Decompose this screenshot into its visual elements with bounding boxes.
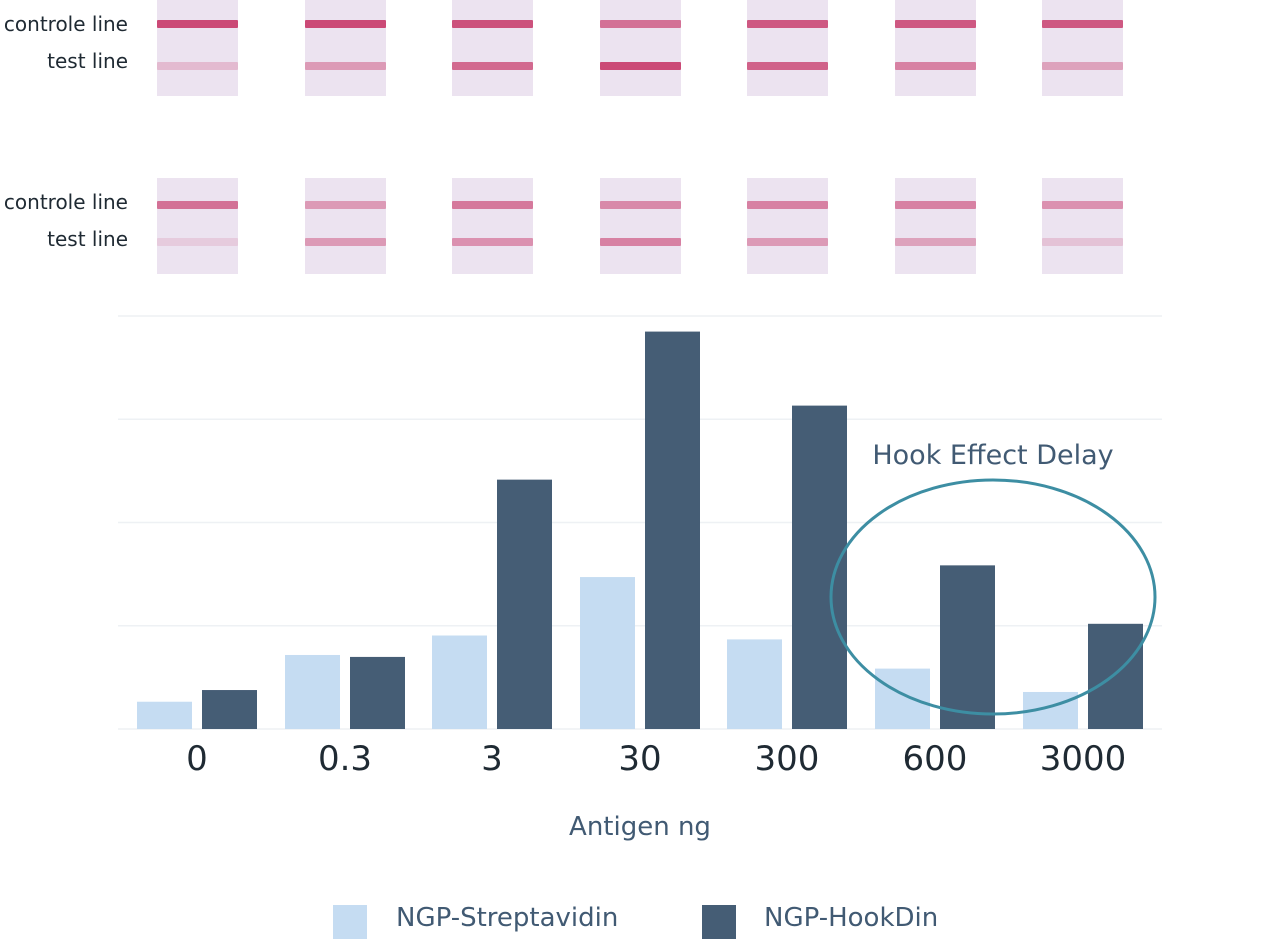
bar-hookdin [645, 331, 700, 729]
bar-hookdin [497, 479, 552, 729]
control-line-label: controle line [3, 190, 128, 214]
x-tick-label: 0 [186, 739, 208, 779]
x-axis-label: Antigen ng [569, 812, 711, 842]
test-line-label: test line [47, 227, 128, 251]
x-tick-label: 3000 [1040, 739, 1127, 779]
bar-hookdin [1088, 623, 1143, 729]
control-line-band [452, 201, 533, 209]
control-line-band [157, 201, 238, 209]
control-line-band [157, 20, 238, 28]
test-line-band [305, 238, 386, 246]
control-line-band [1042, 201, 1123, 209]
test-line-band [1042, 238, 1123, 246]
test-line-band [157, 62, 238, 70]
test-strip [452, 178, 533, 274]
x-tick-label: 30 [618, 739, 661, 779]
bar-streptavidin [875, 668, 930, 729]
test-line-band [895, 238, 976, 246]
x-tick-label: 300 [755, 739, 820, 779]
test-strip [895, 0, 976, 96]
control-line-band [747, 20, 828, 28]
control-line-band [747, 201, 828, 209]
control-line-band [452, 20, 533, 28]
legend-label-streptavidin: NGP-Streptavidin [396, 903, 619, 933]
control-line-band [895, 201, 976, 209]
x-tick-label: 600 [903, 739, 968, 779]
test-line-band [895, 62, 976, 70]
control-line-band [895, 20, 976, 28]
annotation-text: Hook Effect Delay [872, 440, 1113, 471]
test-line-band [747, 238, 828, 246]
bar-hookdin [202, 690, 257, 729]
x-tick-label: 0.3 [318, 739, 372, 779]
test-strip [895, 178, 976, 274]
test-strip [747, 178, 828, 274]
bar-streptavidin [432, 635, 487, 729]
control-line-band [305, 201, 386, 209]
bar-hookdin [350, 656, 405, 729]
control-line-band [600, 20, 681, 28]
test-strip [305, 0, 386, 96]
test-line-band [452, 62, 533, 70]
test-strip [1042, 178, 1123, 274]
test-strip [452, 0, 533, 96]
test-line-band [1042, 62, 1123, 70]
control-line-band [600, 201, 681, 209]
control-line-band [1042, 20, 1123, 28]
bar-streptavidin [727, 639, 782, 729]
test-line-band [600, 62, 681, 70]
bar-streptavidin [285, 654, 340, 729]
test-strip [157, 0, 238, 96]
test-strip [600, 178, 681, 274]
test-strip [305, 178, 386, 274]
bar-hookdin [792, 405, 847, 729]
hook-effect-ellipse [829, 478, 1157, 716]
test-line-label: test line [47, 49, 128, 73]
bar-streptavidin [580, 577, 635, 729]
test-strip [1042, 0, 1123, 96]
test-line-band [747, 62, 828, 70]
control-line-label: controle line [3, 12, 128, 36]
legend-label-hookdin: NGP-HookDin [764, 903, 939, 933]
test-strip [157, 178, 238, 274]
control-line-band [305, 20, 386, 28]
test-line-band [157, 238, 238, 246]
test-strip [600, 0, 681, 96]
bar-streptavidin [137, 701, 192, 729]
test-line-band [600, 238, 681, 246]
legend-swatch-hookdin [702, 905, 736, 939]
x-tick-label: 3 [481, 739, 503, 779]
test-strip [747, 0, 828, 96]
legend-swatch-streptavidin [333, 905, 367, 939]
test-line-band [305, 62, 386, 70]
bar-hookdin [940, 565, 995, 729]
test-line-band [452, 238, 533, 246]
